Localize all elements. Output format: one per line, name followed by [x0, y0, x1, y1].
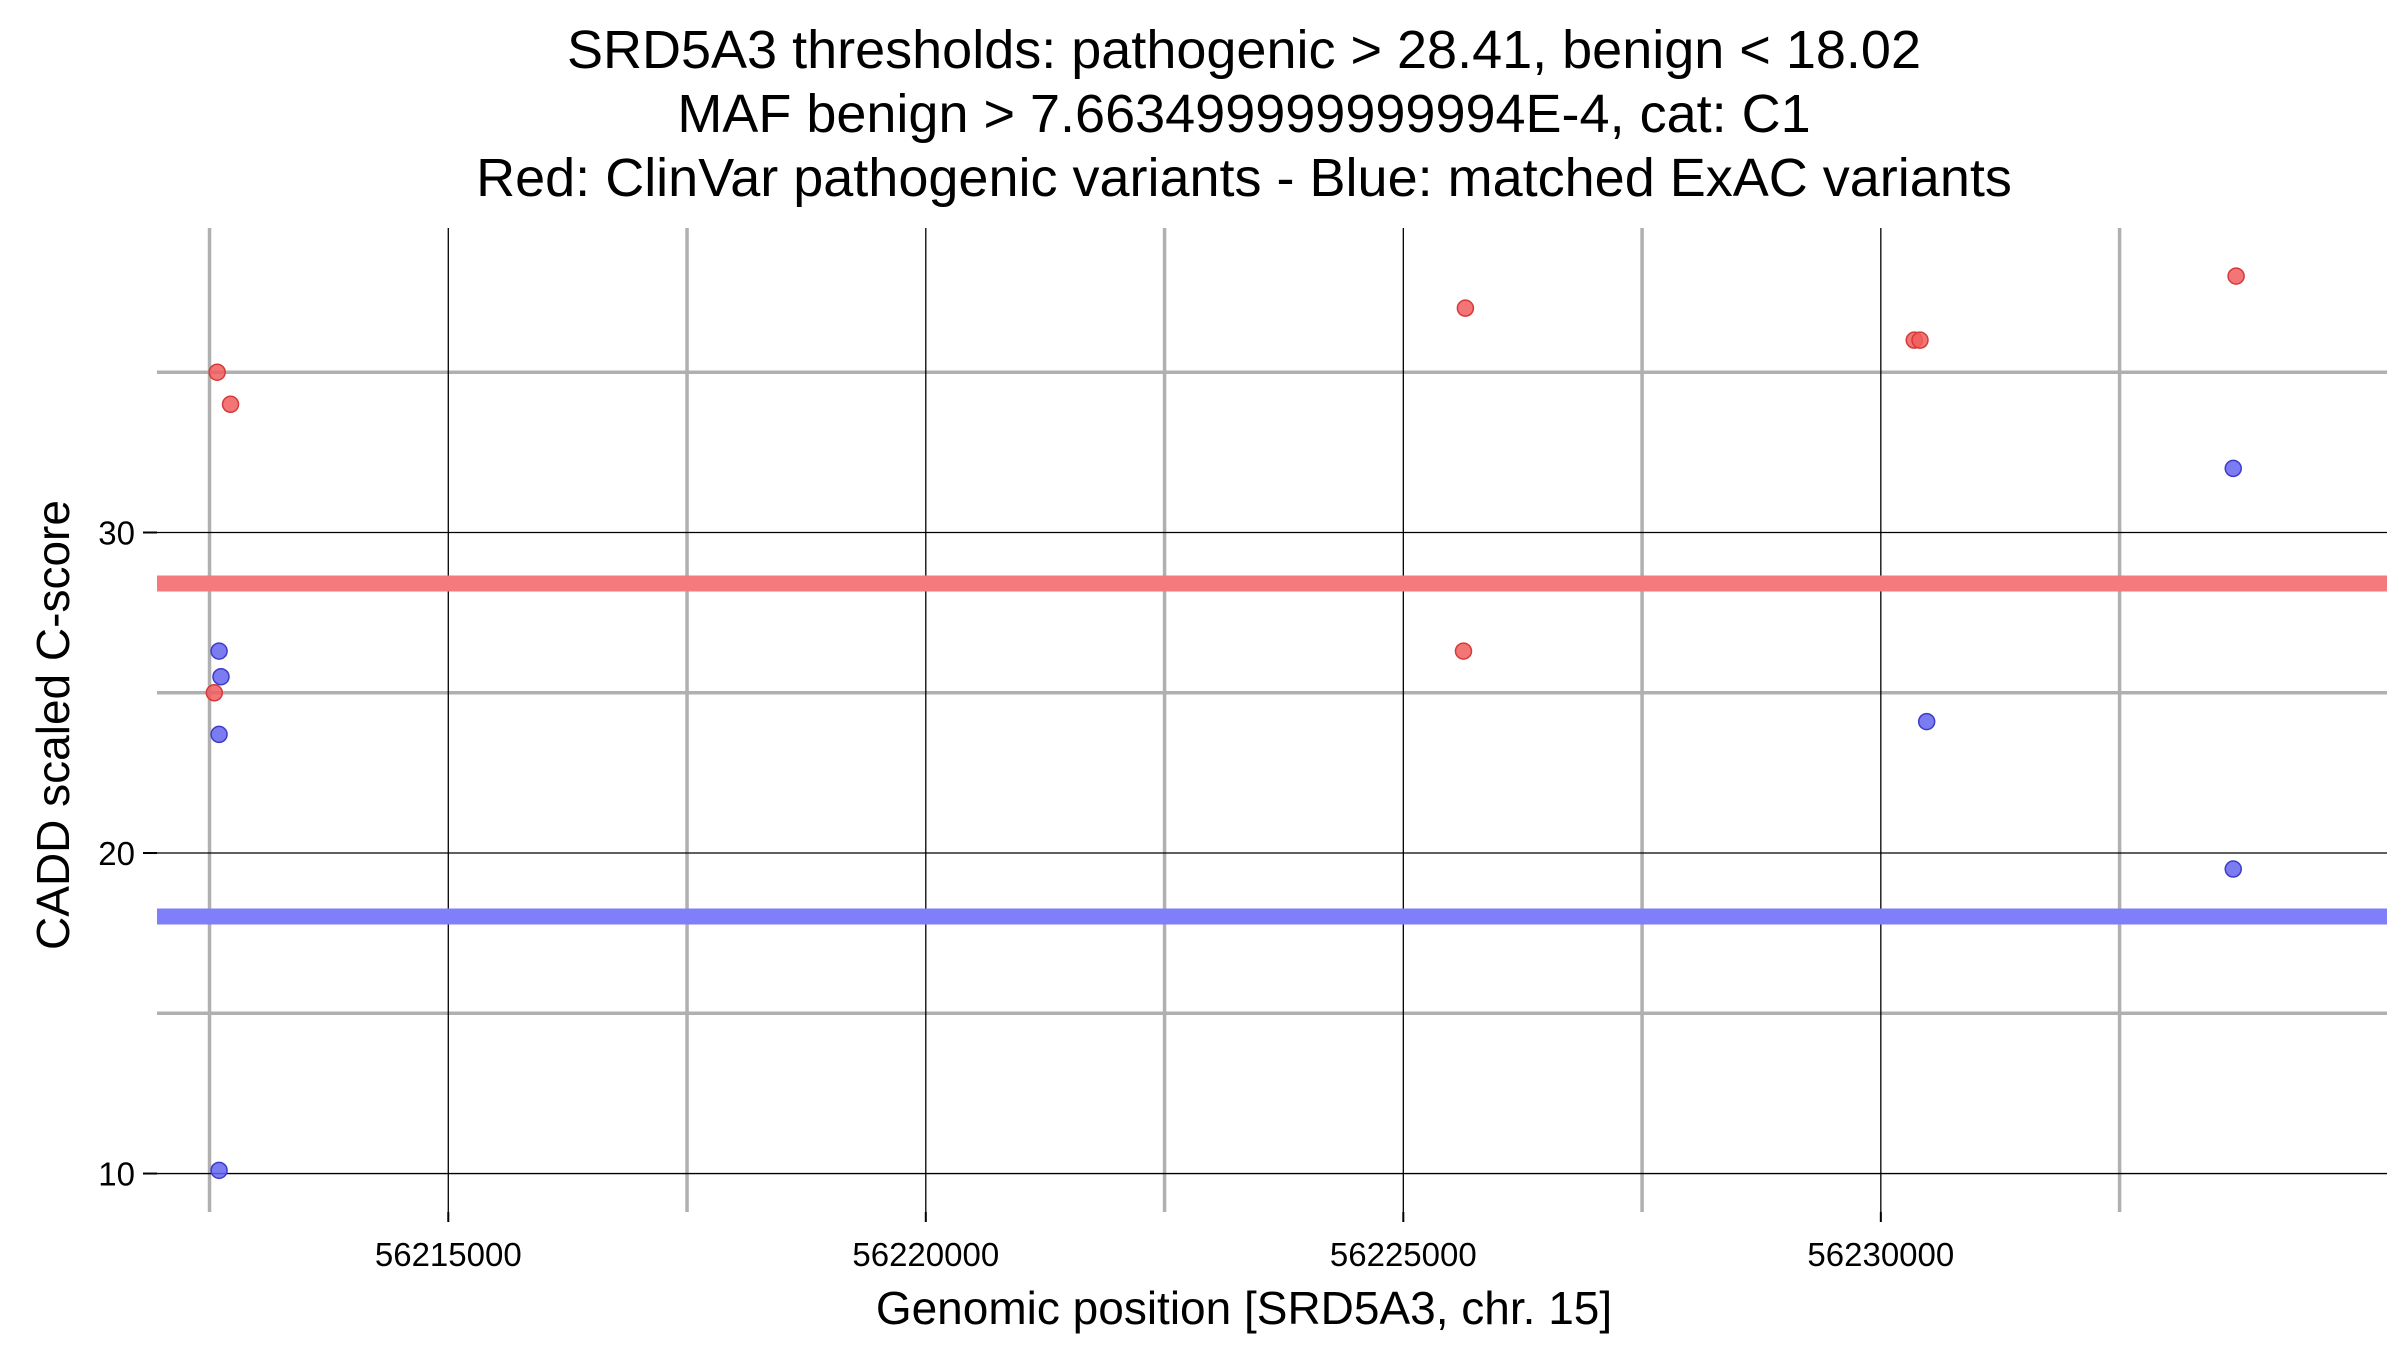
- x-tick-label-0: 56215000: [375, 1236, 522, 1273]
- x-axis-label: Genomic position [SRD5A3, chr. 15]: [876, 1282, 1612, 1334]
- y-tick-label-0: 10: [98, 1156, 135, 1193]
- y-tick-label-1: 20: [98, 835, 135, 872]
- data-points: [205, 267, 2245, 1180]
- exac-matched-point-6: [2224, 860, 2242, 878]
- clinvar-pathogenic-point-7: [2227, 267, 2245, 285]
- x-axis-ticks: 56215000 56220000 56225000 56230000: [375, 1212, 1954, 1273]
- clinvar-pathogenic-point-3: [1456, 299, 1475, 317]
- threshold-lines: [157, 575, 2387, 925]
- exac-matched-point-5: [2224, 459, 2242, 478]
- y-axis-ticks: 10 20 30: [98, 514, 157, 1193]
- exac-matched-point-3: [210, 1161, 228, 1180]
- x-tick-label-1: 56220000: [852, 1236, 999, 1273]
- exac-matched-point-0: [210, 642, 228, 660]
- exac-matched-point-4: [1917, 712, 1936, 731]
- x-tick-label-3: 56230000: [1807, 1236, 1954, 1273]
- chart-title-line-2: MAF benign > 7.663499999999994E-4, cat: …: [677, 84, 1810, 144]
- x-tick-label-2: 56225000: [1330, 1236, 1477, 1273]
- exac-matched-point-1: [212, 667, 230, 686]
- minor-gridlines: [157, 228, 2387, 1212]
- chart-title-line-3: Red: ClinVar pathogenic variants - Blue:…: [476, 148, 2012, 208]
- y-axis-label: CADD scaled C-score: [27, 500, 79, 950]
- exac-matched-point-2: [210, 725, 228, 744]
- clinvar-pathogenic-point-0: [208, 363, 226, 381]
- y-tick-label-2: 30: [98, 514, 135, 551]
- chart-title-line-1: SRD5A3 thresholds: pathogenic > 28.41, b…: [567, 20, 1921, 80]
- clinvar-pathogenic-point-6: [1911, 331, 1929, 349]
- major-gridlines: [157, 228, 2387, 1212]
- clinvar-pathogenic-point-1: [221, 395, 240, 414]
- clinvar-pathogenic-point-2: [205, 684, 224, 702]
- clinvar-pathogenic-point-4: [1454, 642, 1473, 660]
